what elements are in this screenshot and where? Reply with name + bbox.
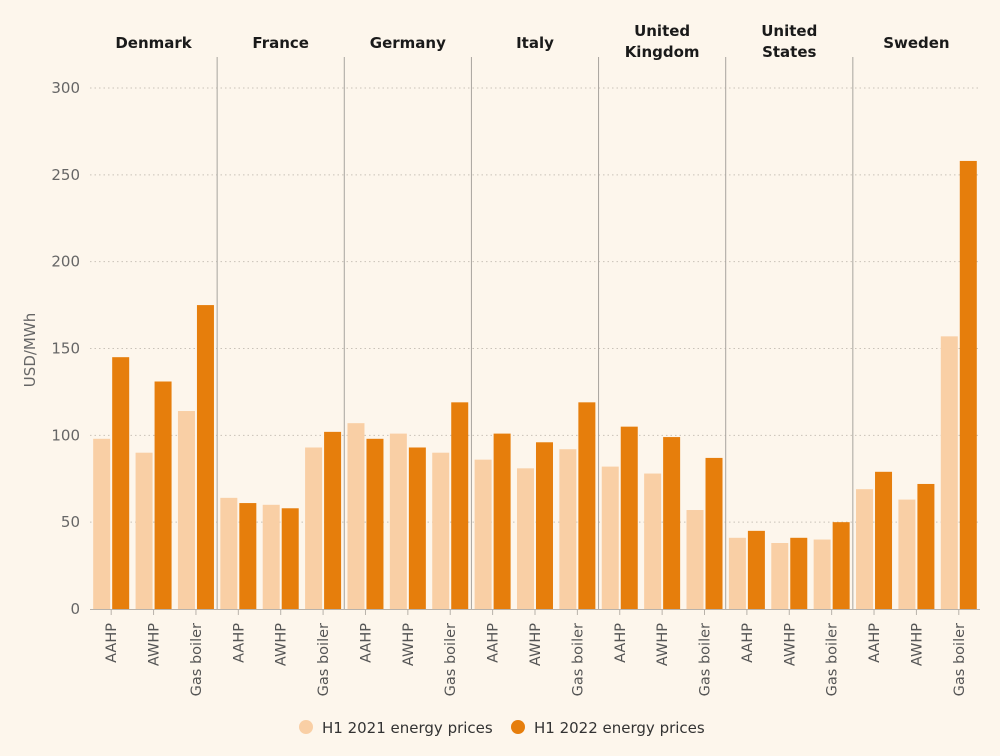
x-tick-label: Gas boiler	[189, 623, 205, 696]
bar-h1-2021	[177, 411, 195, 609]
x-tick-label: AWHP	[655, 623, 671, 666]
y-tick-label: 100	[51, 426, 80, 444]
y-tick-label: 0	[70, 600, 80, 618]
x-tick-label: AWHP	[274, 623, 290, 666]
x-tick-label: Gas boiler	[316, 623, 332, 696]
bar-h1-2021	[559, 449, 577, 609]
y-tick-label: 250	[51, 166, 80, 184]
y-tick-label: 300	[51, 79, 80, 97]
bar-h1-2021	[728, 537, 746, 609]
bar-h1-2022	[366, 438, 384, 609]
legend-label-h1-2021: H1 2021 energy prices	[322, 719, 493, 737]
bar-h1-2021	[813, 539, 831, 609]
bar-h1-2022	[239, 503, 257, 609]
x-tick-label: AAHP	[867, 623, 883, 663]
group-title: States	[762, 43, 816, 61]
bar-h1-2022	[493, 433, 511, 609]
group-title: Denmark	[115, 34, 192, 52]
x-tick-label: AWHP	[782, 623, 798, 666]
bar-h1-2022	[535, 442, 553, 609]
bar-h1-2022	[917, 483, 935, 609]
axes	[90, 609, 980, 615]
x-tick-label: AWHP	[909, 623, 925, 666]
x-tick-label: AAHP	[358, 623, 374, 663]
bar-h1-2022	[408, 447, 426, 609]
bar-h1-2021	[686, 510, 704, 609]
bar-h1-2022	[324, 431, 342, 609]
x-tick-label: AWHP	[401, 623, 417, 666]
x-tick-label: AAHP	[104, 623, 120, 663]
legend-marker-h1-2021	[299, 720, 313, 734]
y-tick-label: 200	[51, 253, 80, 271]
group-title: Kingdom	[625, 43, 700, 61]
group-separators	[216, 57, 854, 609]
group-title: Germany	[370, 34, 446, 52]
x-tick-label: Gas boiler	[443, 623, 459, 696]
x-tick-label: AAHP	[740, 623, 756, 663]
bar-h1-2022	[620, 426, 638, 609]
bar-h1-2021	[940, 336, 958, 609]
bar-h1-2021	[771, 543, 789, 609]
legend-marker-h1-2022	[511, 720, 525, 734]
x-tick-label: Gas boiler	[825, 623, 841, 696]
legend: H1 2021 energy prices H1 2022 energy pri…	[299, 719, 705, 737]
group-title: United	[761, 22, 817, 40]
group-title: Sweden	[883, 34, 949, 52]
bar-h1-2021	[220, 497, 238, 609]
x-tick-label: AAHP	[613, 623, 629, 663]
gridlines	[90, 87, 980, 523]
x-tick-label: Gas boiler	[570, 623, 586, 696]
bar-h1-2021	[347, 423, 365, 609]
bar-h1-2021	[474, 459, 492, 609]
x-tick-label: AWHP	[147, 623, 163, 666]
bar-h1-2022	[578, 402, 596, 609]
bar-h1-2022	[154, 381, 172, 609]
bar-h1-2022	[875, 471, 893, 609]
labels: 0 50 100 150 200 250 300 Denmark AAHP AWHP Gas boi…	[51, 22, 967, 696]
y-axis-label: USD/MWh	[21, 313, 39, 387]
group-title: United	[634, 22, 690, 40]
x-tick-label: AAHP	[486, 623, 502, 663]
bar-h1-2022	[832, 522, 850, 609]
bar-h1-2022	[196, 305, 214, 609]
bar-h1-2021	[135, 452, 153, 609]
bar-h1-2022	[959, 160, 977, 609]
bar-h1-2021	[601, 466, 619, 609]
bar-h1-2021	[432, 452, 450, 609]
group-title: Italy	[516, 34, 554, 52]
x-tick-label: Gas boiler	[698, 623, 714, 696]
bar-h1-2022	[747, 530, 765, 609]
legend-label-h1-2022: H1 2022 energy prices	[534, 719, 705, 737]
bar-h1-2022	[451, 402, 469, 609]
x-tick-label: Gas boiler	[952, 623, 968, 696]
bar-h1-2021	[389, 433, 407, 609]
x-tick-label: AWHP	[528, 623, 544, 666]
bar-h1-2022	[663, 437, 681, 609]
y-tick-label: 150	[51, 340, 80, 358]
bar-h1-2021	[93, 438, 111, 609]
bar-h1-2022	[705, 457, 723, 609]
bar-h1-2021	[856, 489, 874, 609]
bar-h1-2022	[790, 537, 808, 609]
y-tick-label: 50	[61, 513, 80, 531]
bar-h1-2021	[898, 499, 916, 609]
bar-h1-2021	[644, 473, 662, 609]
bar-h1-2022	[281, 508, 299, 609]
group-title: France	[252, 34, 309, 52]
bar-h1-2021	[516, 468, 534, 609]
bar-h1-2021	[262, 504, 280, 609]
bar-h1-2022	[112, 357, 130, 609]
bar-h1-2021	[305, 447, 323, 609]
x-tick-label: AAHP	[231, 623, 247, 663]
bars	[93, 160, 977, 609]
